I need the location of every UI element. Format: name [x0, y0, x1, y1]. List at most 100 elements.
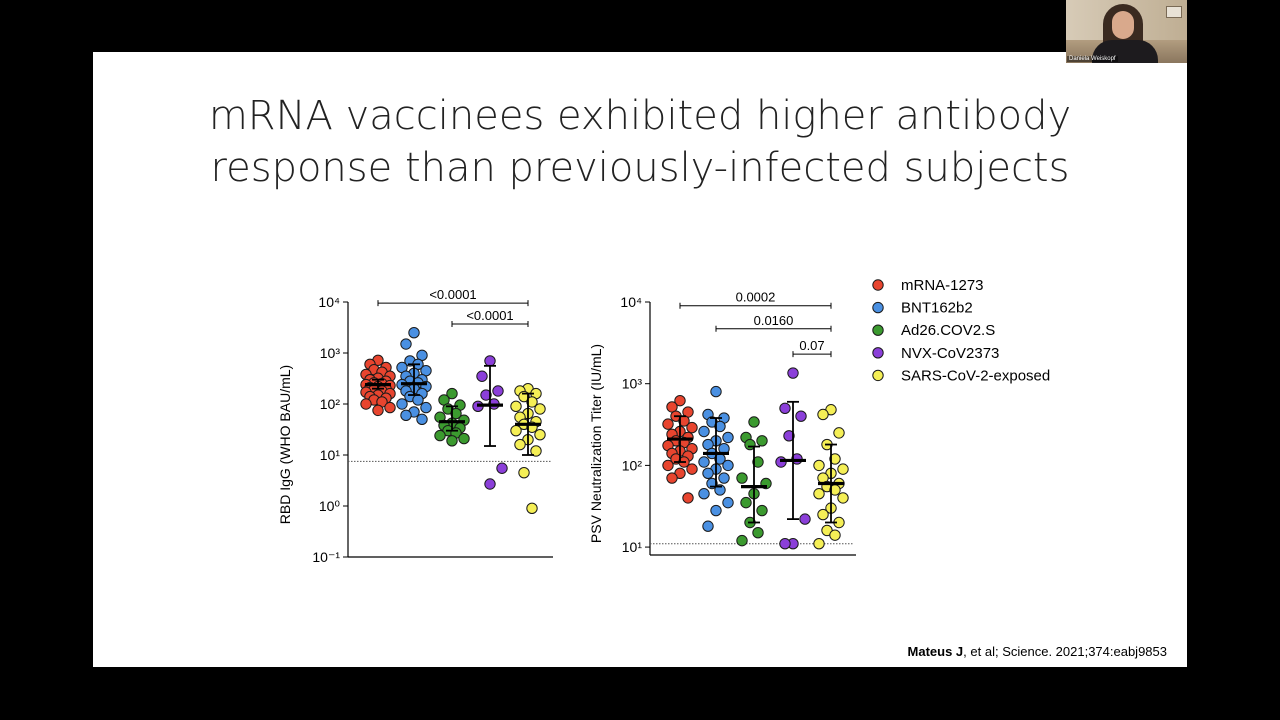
data-point [829, 453, 841, 465]
data-point [534, 403, 546, 415]
slide: mRNA vaccinees exhibited higher antibody… [93, 52, 1187, 667]
data-point [710, 385, 722, 398]
data-point [534, 429, 546, 441]
data-point [698, 488, 710, 500]
data-point [400, 409, 412, 422]
presenter-face [1112, 11, 1134, 39]
data-point [722, 459, 734, 472]
data-point [666, 401, 678, 413]
data-point [837, 463, 849, 475]
data-point [446, 387, 458, 400]
y-axis-label: RBD IgG (WHO BAU/mL) [277, 365, 293, 524]
data-point [787, 367, 799, 379]
data-point [829, 529, 841, 541]
data-point [446, 435, 458, 447]
data-point [736, 534, 748, 547]
data-point [722, 431, 734, 444]
data-point [530, 445, 542, 457]
data-point [736, 472, 748, 484]
data-point [714, 420, 726, 433]
data-point [710, 504, 722, 517]
data-point [740, 496, 752, 509]
data-point [837, 492, 849, 504]
data-point [698, 456, 710, 468]
data-point [384, 401, 396, 414]
data-point [360, 398, 372, 410]
data-point [682, 492, 694, 504]
data-point [458, 432, 470, 445]
data-point [662, 418, 674, 430]
title-line-1: mRNA vaccinees exhibited higher antibody [208, 93, 1072, 139]
data-point [813, 538, 825, 550]
data-point [484, 355, 496, 367]
legend-swatch [872, 347, 884, 359]
data-point [662, 459, 674, 472]
citation: Mateus J, et al; Science. 2021;374:eabj9… [908, 644, 1167, 659]
data-point [817, 408, 829, 421]
data-point [412, 394, 424, 406]
data-point [702, 520, 714, 532]
p-value-label: <0.0001 [466, 308, 513, 323]
data-point [799, 513, 811, 525]
data-point [686, 421, 698, 434]
participant-name: Daniela Weiskopf [1067, 56, 1118, 62]
data-point [813, 459, 825, 472]
data-point [718, 472, 730, 484]
data-point [492, 385, 504, 397]
data-point [698, 425, 710, 438]
presenter-body [1092, 40, 1158, 63]
y-tick-label: 10⁴ [318, 294, 340, 310]
data-point [756, 435, 768, 447]
y-tick-label: 10¹ [320, 447, 341, 463]
p-value-label: <0.0001 [429, 287, 476, 302]
rbd-igg-chart: 10⁻¹ 10⁰ 10¹ 10² 10³ 10⁴ RBD IgG (WHO BAU/mL) <… [277, 287, 553, 565]
data-point [420, 401, 432, 414]
y-tick-label: 10² [622, 457, 643, 473]
data-point [748, 416, 760, 428]
webcam-thumbnail[interactable]: Daniela Weiskopf [1066, 0, 1187, 63]
data-point [510, 400, 522, 413]
data-point [400, 338, 412, 350]
wall-picture [1166, 6, 1182, 18]
y-tick-label: 10² [320, 396, 341, 412]
legend-swatch [872, 301, 884, 314]
legend-swatch [872, 324, 884, 336]
y-tick-label: 10⁻¹ [312, 549, 340, 565]
p-value-label: 0.0002 [736, 290, 776, 305]
data-point [833, 427, 845, 439]
legend: mRNA-1273 BNT162b2 Ad26.COV2.S NVX-CoV2373 S… [872, 277, 1050, 384]
data-point [686, 463, 698, 475]
data-point [526, 396, 538, 408]
p-value-label: 0.07 [799, 338, 824, 353]
data-point [779, 402, 791, 414]
title-line-2: response than previously-infected subjec… [210, 145, 1070, 191]
data-point [396, 398, 408, 410]
data-point [702, 467, 714, 480]
data-point [756, 504, 768, 517]
data-point [514, 438, 526, 451]
psv-neutralization-chart: 10¹ 10² 10³ 10⁴ PSV Neutralization Titer (IU… [588, 290, 856, 556]
data-point [783, 430, 795, 442]
charts-area: 10⁻¹ 10⁰ 10¹ 10² 10³ 10⁴ RBD IgG (WHO BAU/mL) <… [277, 277, 1050, 565]
y-axis-label: PSV Neutralization Titer (IU/mL) [588, 344, 604, 543]
data-point [817, 508, 829, 521]
data-point [372, 404, 384, 417]
data-point [434, 429, 446, 442]
data-point [674, 394, 686, 407]
p-value-label: 0.0160 [754, 313, 794, 328]
citation-author: Mateus J [907, 644, 964, 659]
data-point [526, 502, 538, 515]
legend-swatch [872, 369, 884, 382]
data-point [496, 462, 508, 474]
legend-label: NVX-CoV2373 [901, 345, 999, 362]
data-point [752, 526, 764, 539]
y-tick-label: 10⁰ [319, 498, 341, 514]
legend-label: BNT162b2 [901, 300, 973, 317]
data-point [666, 472, 678, 484]
slide-title: mRNA vaccinees exhibited higher antibody… [93, 90, 1187, 194]
data-point [722, 496, 734, 509]
legend-label: SARS-CoV-2-exposed [901, 367, 1050, 384]
data-point [518, 466, 530, 479]
data-point [416, 413, 428, 426]
data-point [813, 488, 825, 500]
